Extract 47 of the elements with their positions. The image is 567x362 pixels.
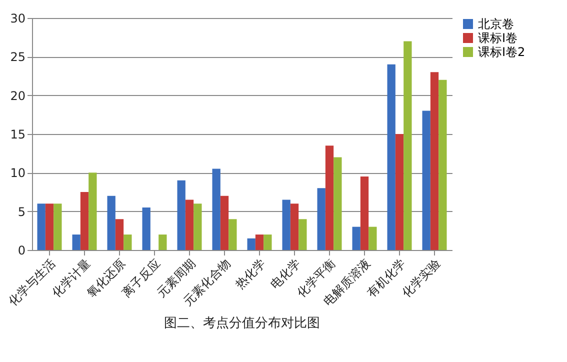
bar — [395, 134, 404, 250]
bar — [247, 238, 256, 250]
bar — [360, 176, 369, 250]
bar — [115, 219, 124, 250]
bar — [368, 226, 377, 250]
text: 图二、考点分值分布对比图 — [164, 316, 320, 332]
bar — [158, 234, 167, 250]
legend-label: 北京卷 — [478, 17, 514, 31]
bar — [317, 188, 326, 250]
y-tick-label: 10 — [10, 166, 26, 180]
bar — [282, 200, 290, 250]
y-tick-label: 15 — [10, 128, 26, 142]
bar — [194, 204, 202, 250]
legend-label: 课标I卷 — [478, 31, 518, 45]
bar — [45, 204, 54, 250]
x-tick-label: 热化学 — [232, 256, 268, 292]
bar — [422, 110, 430, 250]
bar — [212, 168, 220, 250]
bar — [438, 80, 447, 250]
bar — [352, 226, 360, 250]
y-tick-label: 30 — [10, 12, 26, 26]
bar — [88, 172, 97, 250]
bar — [430, 72, 439, 250]
bar — [124, 234, 132, 250]
bar — [264, 234, 272, 250]
y-tick-label: 5 — [18, 204, 26, 219]
bar — [54, 204, 62, 250]
bar — [37, 204, 46, 250]
bar — [298, 219, 307, 250]
y-tick-label: 0 — [18, 244, 26, 258]
bar — [72, 234, 80, 250]
bar — [107, 196, 116, 250]
bar — [220, 196, 229, 250]
bar — [255, 234, 264, 250]
bar — [142, 207, 150, 250]
bar — [228, 219, 237, 250]
bar — [387, 64, 396, 250]
y-tick-label: 20 — [10, 88, 26, 103]
bar — [80, 192, 89, 250]
bar — [334, 157, 342, 250]
y-tick-label: 25 — [10, 50, 26, 64]
bar — [177, 180, 186, 250]
bar — [185, 200, 194, 250]
bar — [404, 41, 412, 250]
bar — [290, 204, 299, 250]
bar — [325, 146, 334, 250]
legend-label: 课标I卷2 — [478, 45, 526, 59]
